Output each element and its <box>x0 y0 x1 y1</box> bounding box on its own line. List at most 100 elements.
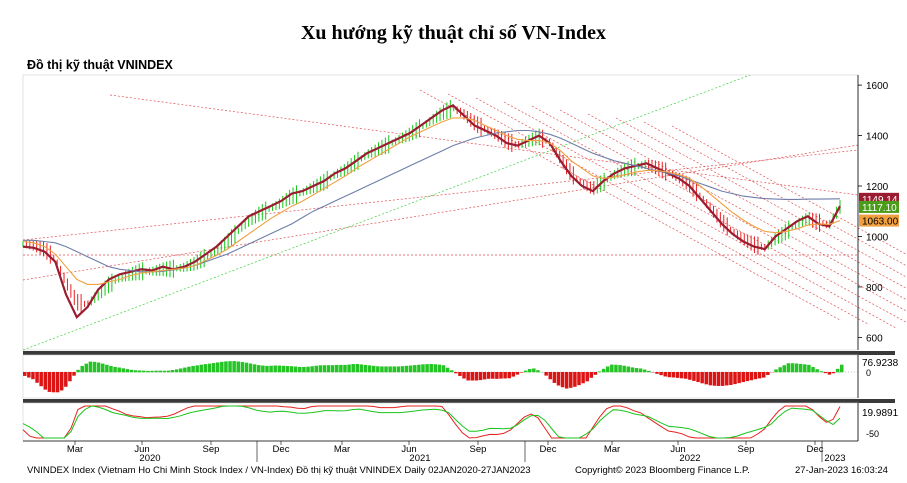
price-tag-box <box>859 200 899 213</box>
y-tick-label: 800 <box>866 283 883 294</box>
momentum-bar <box>220 361 224 373</box>
trend-lines <box>22 74 907 351</box>
momentum-bar <box>798 363 803 373</box>
x-tick-label: Jun <box>401 444 416 455</box>
momentum-bar <box>191 365 195 373</box>
momentum-bar <box>507 372 511 379</box>
oscillator-tick-minus-50: -50 <box>866 429 879 439</box>
momentum-bar <box>289 366 294 373</box>
momentum-bar <box>68 372 72 382</box>
y-tick-label: 1000 <box>866 232 889 243</box>
momentum-bar <box>597 371 602 373</box>
momentum-bar <box>618 365 622 373</box>
momentum-bar <box>605 366 610 373</box>
momentum-bar <box>470 372 475 381</box>
y-tick-label: 1400 <box>866 132 889 143</box>
momentum-bar <box>503 372 507 379</box>
trend-line <box>22 149 859 241</box>
momentum-bar <box>76 369 80 373</box>
momentum-bar <box>692 372 696 381</box>
price-tag-label: 1149.14 <box>862 195 898 206</box>
momentum-bar <box>737 372 741 384</box>
momentum-bar <box>150 370 154 373</box>
momentum-bar <box>174 369 179 373</box>
x-tick-label: Mar <box>604 444 620 455</box>
momentum-bar <box>425 364 429 373</box>
x-tick-label: Jun <box>670 444 685 455</box>
footer-description: VNINDEX Index (Vietnam Ho Chi Minh Stock… <box>27 465 531 476</box>
momentum-bar <box>614 364 618 373</box>
series-lines <box>22 103 841 320</box>
momentum-bar <box>330 365 335 373</box>
x-axis: Mar Jun Sep Dec Mar Jun Sep Dec Mar Jun Sep Dec 2020… <box>67 441 846 464</box>
momentum-bar <box>700 372 704 384</box>
trend-line <box>22 144 859 281</box>
momentum-bar <box>782 365 787 373</box>
momentum-bar <box>556 372 561 386</box>
x-tick-label: Dec <box>807 444 824 455</box>
momentum-bar <box>753 372 758 380</box>
footer-timestamp: 27-Jan-2023 16:03:24 <box>795 465 888 476</box>
momentum-bar <box>577 372 581 386</box>
momentum-bar <box>642 369 647 373</box>
momentum-bar <box>499 372 503 379</box>
footer-copyright: Copyright© 2023 Bloomberg Finance L.P. <box>575 465 750 476</box>
trend-line <box>109 94 859 196</box>
panel-separator-1 <box>23 351 895 355</box>
momentum-bar <box>211 363 216 373</box>
momentum-bar <box>585 372 589 382</box>
momentum-bar <box>179 368 183 373</box>
momentum-bar <box>113 366 117 373</box>
trend-line <box>587 113 907 290</box>
momentum-bar <box>236 361 240 373</box>
momentum-bar <box>745 372 750 382</box>
momentum-bar <box>626 366 631 373</box>
oscillator-panel-frame <box>22 402 859 442</box>
momentum-bar <box>240 361 245 373</box>
momentum-bar <box>105 364 109 373</box>
momentum-bar <box>162 370 167 373</box>
momentum-bar <box>158 370 162 373</box>
momentum-bar <box>462 372 466 379</box>
momentum-bar <box>384 366 388 373</box>
momentum-bar <box>610 364 614 373</box>
momentum-bar <box>326 365 331 373</box>
momentum-bar <box>404 365 409 373</box>
momentum-bar <box>593 372 598 375</box>
x-tick-label: Sep <box>738 444 755 455</box>
momentum-bar <box>725 372 729 386</box>
trend-line <box>447 93 869 325</box>
momentum-bar <box>659 372 663 376</box>
momentum-bar <box>367 365 372 373</box>
momentum-bar <box>244 362 249 373</box>
momentum-bar <box>39 372 43 387</box>
momentum-bar <box>519 372 524 373</box>
momentum-bar <box>794 363 799 373</box>
momentum-bar <box>778 367 782 373</box>
momentum-bar <box>23 372 27 376</box>
momentum-bar <box>351 364 355 373</box>
momentum-bar <box>363 364 368 373</box>
momentum-bar <box>47 372 52 392</box>
momentum-bar <box>322 365 327 373</box>
x-year-label: 2022 <box>679 453 700 464</box>
momentum-bar <box>716 372 721 386</box>
momentum-bar <box>675 372 680 378</box>
momentum-bar <box>548 372 553 380</box>
momentum-bar <box>376 366 380 373</box>
momentum-bar <box>421 364 425 373</box>
x-tick-label: Mar <box>334 444 350 455</box>
momentum-bar <box>228 361 232 373</box>
momentum-bar <box>495 372 499 379</box>
ma-mid-line <box>23 129 841 273</box>
momentum-bar <box>622 365 626 373</box>
momentum-bar <box>133 370 138 373</box>
momentum-bar <box>634 368 639 373</box>
x-year-label: 2021 <box>409 453 430 464</box>
momentum-bar <box>774 369 778 373</box>
momentum-panel-frame <box>22 354 859 399</box>
momentum-bar <box>335 364 339 373</box>
ma-long-line <box>22 103 841 320</box>
momentum-bar <box>55 372 60 393</box>
